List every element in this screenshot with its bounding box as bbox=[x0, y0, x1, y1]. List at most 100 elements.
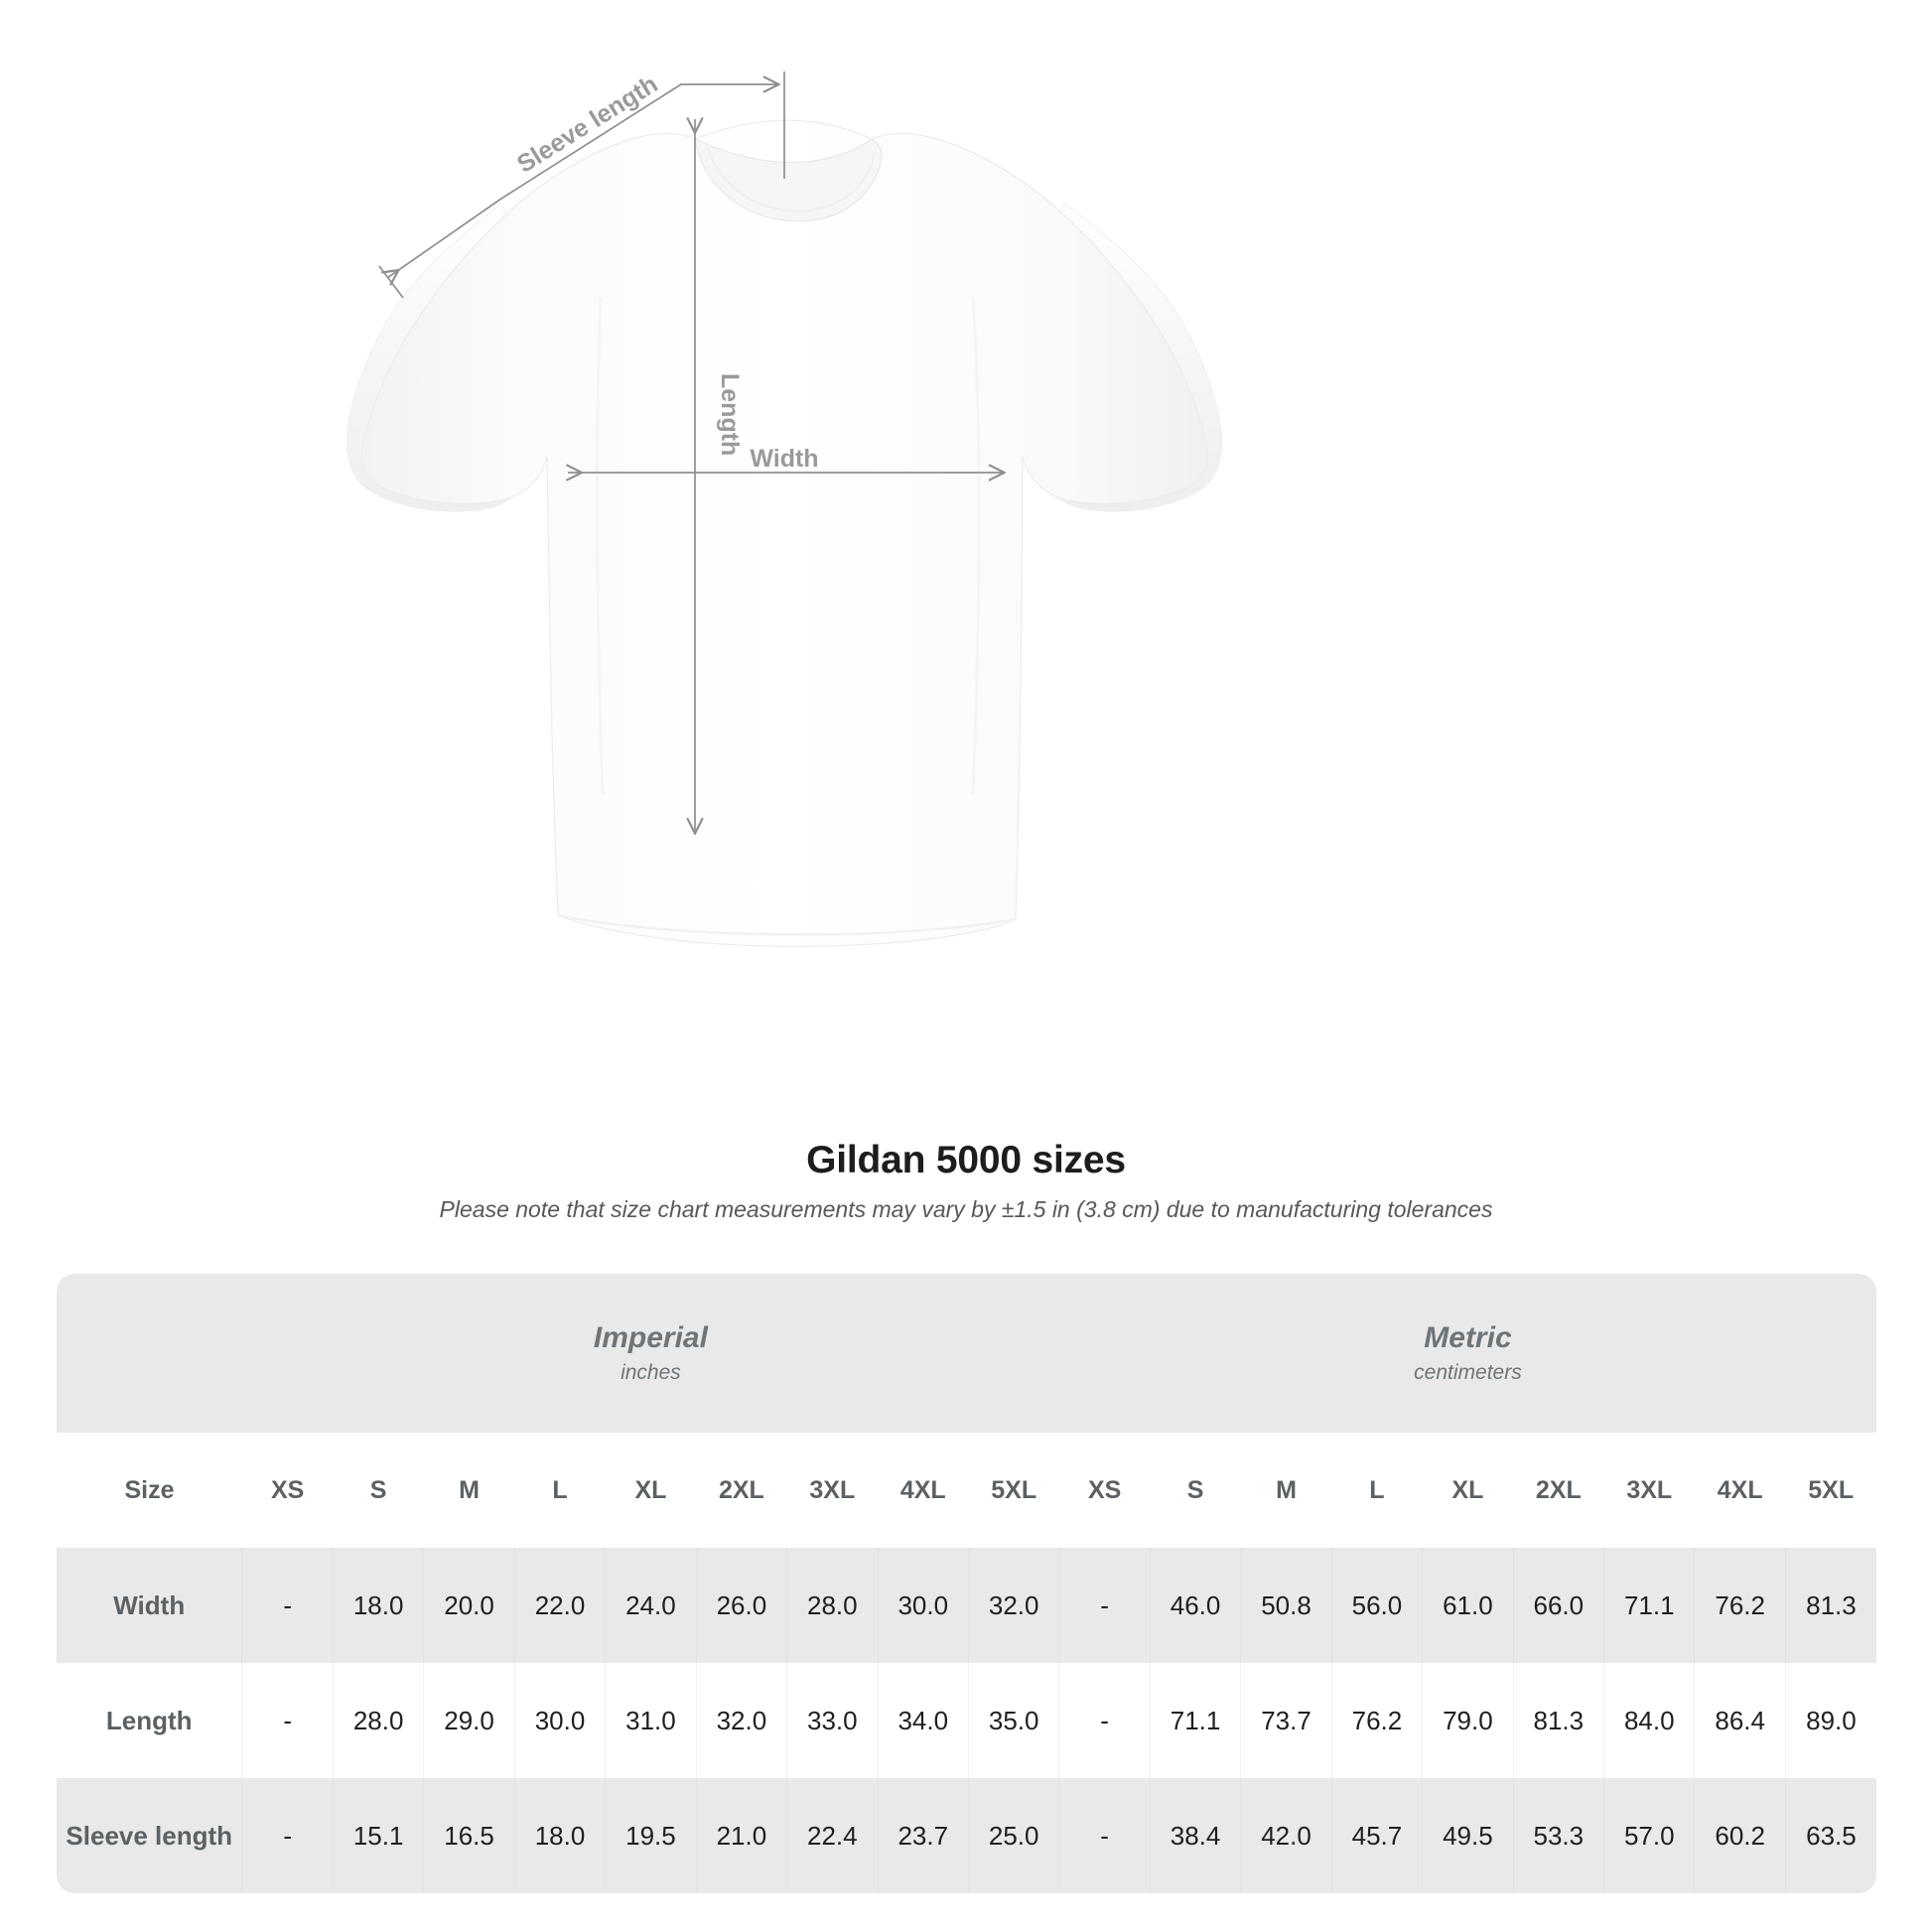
page-title: Gildan 5000 sizes bbox=[806, 1139, 1126, 1181]
cell-sleeve-length-metric-xl: 49.5 bbox=[1422, 1778, 1514, 1893]
fabric-hem bbox=[557, 913, 1017, 936]
cell-sleeve-length-imperial-xs: - bbox=[241, 1778, 334, 1893]
cell-width-imperial-4xl: 30.0 bbox=[877, 1548, 969, 1663]
cell-sleeve-length-metric-l: 45.7 bbox=[1330, 1778, 1423, 1893]
cell-length-imperial-s: 28.0 bbox=[332, 1663, 424, 1778]
unit-group-metric: Metric centimeters bbox=[1058, 1274, 1876, 1433]
cell-sleeve-length-imperial-4xl: 23.7 bbox=[877, 1778, 969, 1893]
cell-length-imperial-5xl: 35.0 bbox=[967, 1663, 1059, 1778]
cell-width-imperial-s: 18.0 bbox=[332, 1548, 424, 1663]
cell-length-metric-l: 76.2 bbox=[1330, 1663, 1423, 1778]
measurement-lines bbox=[378, 71, 1003, 832]
unit-imperial-name: Imperial bbox=[593, 1320, 708, 1354]
tshirt-measurement-diagram: Sleeve length Length Width bbox=[345, 70, 1223, 947]
cell-sleeve-length-imperial-m: 16.5 bbox=[423, 1778, 515, 1893]
size-header-metric-xs: XS bbox=[1058, 1433, 1151, 1548]
size-header-metric-l: L bbox=[1331, 1433, 1423, 1548]
sleeve-dimension-line bbox=[387, 84, 777, 278]
unit-metric-name: Metric bbox=[1424, 1320, 1512, 1354]
page-subtitle: Please note that size chart measurements… bbox=[439, 1195, 1493, 1222]
unit-metric-sub: centimeters bbox=[1414, 1361, 1522, 1385]
cell-length-metric-s: 71.1 bbox=[1149, 1663, 1241, 1778]
cell-width-metric-m: 50.8 bbox=[1240, 1548, 1332, 1663]
table-row: Width -18.0 20.0 22.0 24.0 26.0 28.0 30.0 32.0-4… bbox=[57, 1548, 1876, 1663]
cell-width-imperial-3xl: 28.0 bbox=[786, 1548, 879, 1663]
row-label-width: Width bbox=[57, 1548, 242, 1663]
unit-imperial-sub: inches bbox=[621, 1361, 681, 1385]
cell-width-imperial-xs: - bbox=[241, 1548, 334, 1663]
size-header-imperial-xl: XL bbox=[605, 1433, 697, 1548]
cell-length-metric-3xl: 84.0 bbox=[1603, 1663, 1695, 1778]
cell-width-metric-xl: 61.0 bbox=[1422, 1548, 1514, 1663]
size-header-metric-m: M bbox=[1240, 1433, 1332, 1548]
table-row: Sleeve length -15.1 16.5 18.0 19.5 21.0 22.4 23… bbox=[57, 1778, 1876, 1893]
cell-width-metric-4xl: 76.2 bbox=[1694, 1548, 1786, 1663]
cell-width-imperial-l: 22.0 bbox=[513, 1548, 606, 1663]
cell-width-metric-l: 56.0 bbox=[1330, 1548, 1423, 1663]
size-header-metric-4xl: 4XL bbox=[1694, 1433, 1786, 1548]
tshirt-illustration bbox=[345, 119, 1223, 947]
cell-length-imperial-4xl: 34.0 bbox=[877, 1663, 969, 1778]
size-chart-table: Imperial inches Metric centimeters Size … bbox=[57, 1274, 1876, 1893]
cell-width-imperial-m: 20.0 bbox=[423, 1548, 515, 1663]
cell-length-imperial-2xl: 32.0 bbox=[695, 1663, 787, 1778]
size-table-body: Width -18.0 20.0 22.0 24.0 26.0 28.0 30.0 32.0-4… bbox=[57, 1548, 1876, 1893]
tshirt-body bbox=[360, 119, 1209, 947]
size-header-metric-s: S bbox=[1150, 1433, 1241, 1548]
cell-width-metric-xs: - bbox=[1058, 1548, 1151, 1663]
cell-width-metric-5xl: 81.3 bbox=[1784, 1548, 1876, 1663]
title-block: Gildan 5000 sizes Please note that size … bbox=[0, 1139, 1932, 1223]
cell-sleeve-length-metric-5xl: 63.5 bbox=[1784, 1778, 1876, 1893]
cell-sleeve-length-metric-2xl: 53.3 bbox=[1512, 1778, 1604, 1893]
cell-width-imperial-2xl: 26.0 bbox=[695, 1548, 787, 1663]
unit-banner-row: Imperial inches Metric centimeters bbox=[57, 1274, 1876, 1433]
size-header-imperial-m: M bbox=[423, 1433, 515, 1548]
cell-width-imperial-xl: 24.0 bbox=[605, 1548, 697, 1663]
cell-length-imperial-xl: 31.0 bbox=[605, 1663, 697, 1778]
size-header-imperial-4xl: 4XL bbox=[878, 1433, 969, 1548]
cell-sleeve-length-imperial-5xl: 25.0 bbox=[967, 1778, 1059, 1893]
size-header-imperial-2xl: 2XL bbox=[696, 1433, 787, 1548]
cell-width-metric-3xl: 71.1 bbox=[1603, 1548, 1695, 1663]
cell-sleeve-length-imperial-2xl: 21.0 bbox=[695, 1778, 787, 1893]
size-chart-table-panel: Imperial inches Metric centimeters Size … bbox=[57, 1274, 1876, 1893]
cell-length-imperial-m: 29.0 bbox=[423, 1663, 515, 1778]
cell-length-metric-5xl: 89.0 bbox=[1784, 1663, 1876, 1778]
size-header-imperial-3xl: 3XL bbox=[786, 1433, 879, 1548]
size-header-imperial-5xl: 5XL bbox=[968, 1433, 1059, 1548]
sleeve-tick-lower bbox=[378, 265, 404, 299]
fabric-fold-right bbox=[971, 297, 981, 795]
size-header-imperial-xs: XS bbox=[241, 1433, 334, 1548]
cell-length-metric-xl: 79.0 bbox=[1422, 1663, 1514, 1778]
length-label: Length bbox=[716, 373, 744, 456]
cell-width-imperial-5xl: 32.0 bbox=[967, 1548, 1059, 1663]
size-header-imperial-s: S bbox=[333, 1433, 424, 1548]
unit-group-imperial: Imperial inches bbox=[241, 1274, 1059, 1433]
cell-width-metric-2xl: 66.0 bbox=[1512, 1548, 1604, 1663]
cell-sleeve-length-imperial-l: 18.0 bbox=[513, 1778, 606, 1893]
cell-length-metric-4xl: 86.4 bbox=[1694, 1663, 1786, 1778]
cell-width-metric-s: 46.0 bbox=[1149, 1548, 1241, 1663]
cell-sleeve-length-metric-s: 38.4 bbox=[1149, 1778, 1241, 1893]
cell-length-imperial-xs: - bbox=[241, 1663, 334, 1778]
cell-sleeve-length-imperial-s: 15.1 bbox=[332, 1778, 424, 1893]
cell-sleeve-length-metric-m: 42.0 bbox=[1240, 1778, 1332, 1893]
size-header-imperial-l: L bbox=[514, 1433, 606, 1548]
size-header-metric-2xl: 2XL bbox=[1513, 1433, 1604, 1548]
size-header-metric-3xl: 3XL bbox=[1603, 1433, 1695, 1548]
row-label-length: Length bbox=[57, 1663, 242, 1778]
cell-sleeve-length-imperial-xl: 19.5 bbox=[605, 1778, 697, 1893]
cell-length-metric-xs: - bbox=[1058, 1663, 1151, 1778]
cell-length-imperial-3xl: 33.0 bbox=[786, 1663, 879, 1778]
size-header-metric-5xl: 5XL bbox=[1785, 1433, 1876, 1548]
width-label: Width bbox=[750, 445, 818, 473]
cell-length-metric-m: 73.7 bbox=[1240, 1663, 1332, 1778]
cell-sleeve-length-metric-4xl: 60.2 bbox=[1694, 1778, 1786, 1893]
size-header-label: Size bbox=[57, 1433, 242, 1548]
cell-length-imperial-l: 30.0 bbox=[513, 1663, 606, 1778]
cell-sleeve-length-metric-xs: - bbox=[1058, 1778, 1151, 1893]
table-row: Length -28.0 29.0 30.0 31.0 32.0 33.0 34.0 35.0-… bbox=[57, 1663, 1876, 1778]
cell-sleeve-length-imperial-3xl: 22.4 bbox=[786, 1778, 879, 1893]
size-header-metric-xl: XL bbox=[1422, 1433, 1514, 1548]
